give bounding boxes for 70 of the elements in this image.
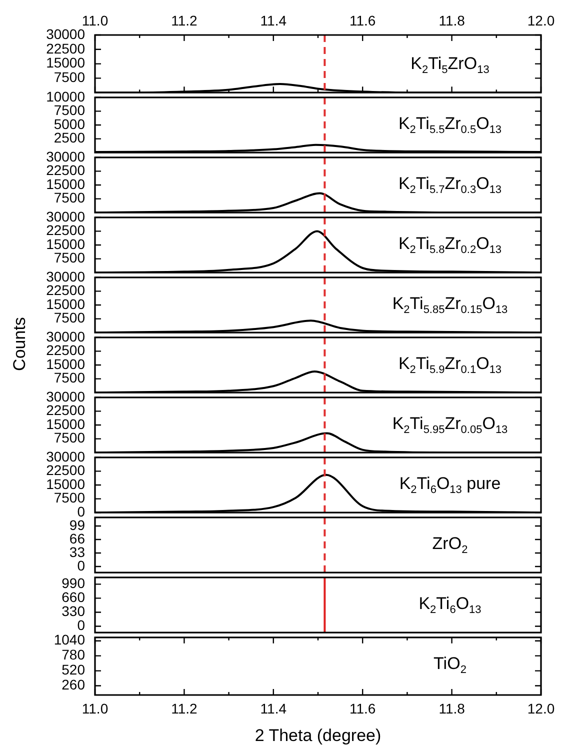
x2-tick-label: 11.8	[438, 12, 466, 28]
x2-tick-label: 11.4	[260, 12, 287, 28]
y-tick-label: 1040	[54, 632, 86, 648]
x-axis-title: 2 Theta (degree)	[254, 726, 382, 746]
y-tick-label: 30000	[46, 148, 86, 164]
y-tick-label: 10000	[46, 88, 86, 104]
y-tick-label: 22500	[46, 40, 86, 56]
y-tick-label: 15000	[46, 356, 86, 372]
y-tick-label: 15000	[46, 416, 86, 432]
y-tick-label: 780	[62, 646, 86, 663]
y-tick-label: 30000	[46, 26, 86, 42]
y-tick-label: 15000	[46, 54, 86, 71]
y-tick-label: 15000	[46, 476, 86, 492]
y-tick-label: 7500	[54, 69, 86, 86]
y-tick-label: 260	[62, 676, 86, 693]
y-tick-label: 0	[77, 557, 86, 574]
y-tick-label: 15000	[46, 236, 86, 252]
y-tick-label: 66	[69, 530, 86, 546]
y-tick-label: 7500	[54, 190, 86, 206]
annotation: K$_{2}$Ti$_{5.5}$Zr$_{0.5}$O$_{13}$	[398, 114, 502, 136]
x-tick-label: 11.6	[349, 700, 376, 716]
x2-tick-label: 12.0	[527, 12, 555, 28]
annotation: ZrO$_{2}$	[432, 534, 468, 556]
y-tick-label: 22500	[46, 282, 86, 298]
y-tick-label: 15000	[46, 296, 86, 312]
y-tick-label: 33	[69, 544, 86, 560]
y-tick-label: 5000	[54, 116, 86, 132]
y-tick-label: 7500	[54, 310, 86, 326]
annotation: K$_{2}$Ti$_{5.85}$Zr$_{0.15}$O$_{13}$	[392, 294, 508, 316]
x-tick-label: 11.2	[171, 700, 198, 716]
x2-tick-label: 11.2	[171, 12, 198, 28]
annotation: K$_{2}$Ti$_{6}$O$_{13}$ pure	[399, 474, 501, 496]
y-tick-label: 15000	[46, 176, 86, 192]
y-tick-label: 7500	[54, 430, 86, 446]
y-tick-label: 330	[62, 603, 86, 620]
y-tick-label: 30000	[46, 388, 86, 404]
y-tick-label: 22500	[46, 402, 86, 418]
y-tick-label: 30000	[46, 268, 86, 284]
annotation: K$_{2}$Ti$_{5.9}$Zr$_{0.1}$O$_{13}$	[398, 354, 502, 376]
annotation: K$_{2}$Ti$_{6}$O$_{13}$	[418, 594, 482, 616]
y-tick-label: 30000	[46, 448, 86, 464]
y-tick-label: 520	[62, 662, 86, 678]
x-tick-label: 12.0	[527, 700, 555, 716]
y-tick-label: 22500	[46, 222, 86, 238]
x-tick-label: 11.0	[82, 700, 108, 716]
y-tick-label: 99	[69, 516, 86, 533]
x-tick-label: 11.4	[260, 700, 287, 716]
x2-tick-label: 11.6	[349, 12, 376, 28]
y-tick-label: 7500	[54, 102, 86, 118]
y-tick-label: 22500	[46, 342, 86, 358]
y-tick-label: 22500	[46, 462, 86, 478]
y-tick-label: 7500	[54, 250, 86, 266]
y-tick-label: 30000	[46, 328, 86, 344]
y-tick-label: 2500	[54, 130, 86, 146]
y-tick-label: 0	[77, 503, 86, 520]
y-tick-label: 30000	[46, 208, 86, 224]
x2-tick-label: 11.0	[82, 12, 108, 28]
annotation: K$_{2}$Ti$_{5.7}$Zr$_{0.3}$O$_{13}$	[398, 174, 502, 196]
y-tick-label: 0	[77, 617, 86, 634]
y-tick-label: 7500	[54, 370, 86, 386]
annotation: TiO$_{2}$	[434, 654, 466, 676]
y-tick-label: 660	[62, 589, 86, 606]
y-tick-label: 990	[62, 575, 86, 592]
y-axis-title: Counts	[10, 317, 30, 371]
annotation: K$_{2}$Ti$_{5.95}$Zr$_{0.05}$O$_{13}$	[392, 414, 508, 436]
annotation: K$_{2}$Ti$_{5}$ZrO$_{13}$	[410, 54, 490, 76]
annotation: K$_{2}$Ti$_{5.8}$Zr$_{0.2}$O$_{13}$	[398, 234, 502, 256]
x-tick-label: 11.8	[438, 700, 466, 716]
y-tick-label: 22500	[46, 162, 86, 178]
y-tick-label: 7500	[54, 490, 86, 506]
